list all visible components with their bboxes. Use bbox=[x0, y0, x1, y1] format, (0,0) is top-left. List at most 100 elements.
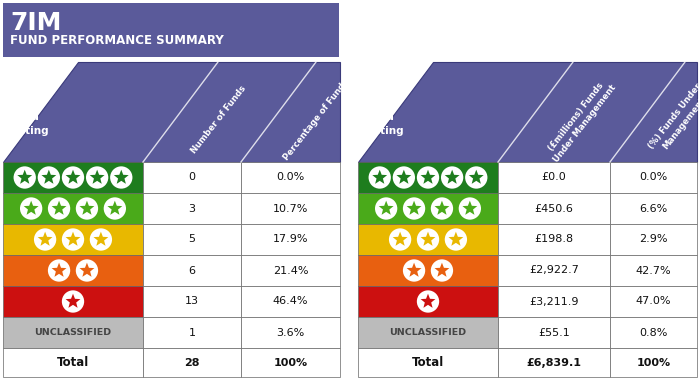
Bar bbox=[358, 286, 498, 317]
Polygon shape bbox=[396, 170, 412, 184]
Bar bbox=[143, 255, 241, 286]
Circle shape bbox=[416, 228, 439, 251]
Text: 28: 28 bbox=[184, 358, 199, 367]
Polygon shape bbox=[421, 170, 435, 184]
Text: 47.0%: 47.0% bbox=[636, 296, 671, 306]
Text: 100%: 100% bbox=[274, 358, 307, 367]
Text: 100%: 100% bbox=[636, 358, 671, 367]
Text: 2.9%: 2.9% bbox=[639, 235, 668, 244]
Polygon shape bbox=[449, 232, 463, 246]
Circle shape bbox=[403, 259, 425, 282]
Bar bbox=[358, 255, 498, 286]
Polygon shape bbox=[393, 232, 407, 246]
Bar bbox=[610, 286, 697, 317]
Text: £450.6: £450.6 bbox=[535, 204, 573, 214]
Bar bbox=[241, 348, 340, 377]
Circle shape bbox=[458, 197, 481, 220]
Text: Fund
Rating: Fund Rating bbox=[365, 112, 404, 136]
Circle shape bbox=[369, 166, 391, 189]
Circle shape bbox=[110, 166, 132, 189]
Bar bbox=[3, 224, 143, 255]
Polygon shape bbox=[90, 170, 104, 184]
Text: £198.8: £198.8 bbox=[534, 235, 573, 244]
Circle shape bbox=[13, 166, 36, 189]
Bar bbox=[143, 317, 241, 348]
Text: 0.0%: 0.0% bbox=[276, 173, 304, 183]
Bar bbox=[610, 348, 697, 377]
Polygon shape bbox=[3, 62, 340, 162]
Text: 0: 0 bbox=[188, 173, 195, 183]
Circle shape bbox=[62, 166, 84, 189]
Circle shape bbox=[416, 166, 439, 189]
Text: 0.0%: 0.0% bbox=[639, 173, 668, 183]
Bar bbox=[358, 193, 498, 224]
Text: 1: 1 bbox=[188, 327, 195, 338]
Circle shape bbox=[90, 228, 112, 251]
Text: 3.6%: 3.6% bbox=[276, 327, 304, 338]
Text: 5: 5 bbox=[188, 235, 195, 244]
Bar bbox=[358, 348, 498, 377]
Bar bbox=[358, 317, 498, 348]
Bar bbox=[610, 255, 697, 286]
Circle shape bbox=[62, 228, 84, 251]
Polygon shape bbox=[421, 232, 435, 246]
Bar bbox=[241, 224, 340, 255]
Polygon shape bbox=[66, 170, 80, 184]
Polygon shape bbox=[469, 170, 484, 184]
Bar bbox=[241, 193, 340, 224]
Polygon shape bbox=[80, 201, 94, 215]
Polygon shape bbox=[407, 263, 421, 277]
Text: 6: 6 bbox=[188, 265, 195, 275]
Polygon shape bbox=[80, 263, 94, 277]
Bar bbox=[143, 193, 241, 224]
Circle shape bbox=[38, 166, 60, 189]
Polygon shape bbox=[358, 62, 697, 162]
Text: UNCLASSIFIED: UNCLASSIFIED bbox=[389, 328, 467, 337]
Circle shape bbox=[416, 290, 439, 312]
Bar bbox=[3, 348, 143, 377]
Bar bbox=[3, 3, 339, 57]
Text: 0.8%: 0.8% bbox=[639, 327, 668, 338]
Polygon shape bbox=[66, 232, 80, 246]
Bar bbox=[241, 317, 340, 348]
Bar bbox=[3, 193, 143, 224]
Bar bbox=[610, 162, 697, 193]
Text: (%) Funds Under
Management: (%) Funds Under Management bbox=[647, 82, 700, 158]
Circle shape bbox=[62, 290, 84, 312]
Bar bbox=[358, 224, 498, 255]
Polygon shape bbox=[379, 201, 393, 215]
Bar bbox=[498, 162, 610, 193]
Bar bbox=[3, 162, 143, 193]
Circle shape bbox=[393, 166, 415, 189]
Polygon shape bbox=[18, 170, 32, 184]
Text: 3: 3 bbox=[188, 204, 195, 214]
Bar bbox=[610, 317, 697, 348]
Polygon shape bbox=[38, 232, 52, 246]
Text: (£millions) Funds
Under Management: (£millions) Funds Under Management bbox=[543, 76, 617, 164]
Text: £2,922.7: £2,922.7 bbox=[529, 265, 579, 275]
Circle shape bbox=[76, 259, 98, 282]
Text: FUND PERFORMANCE SUMMARY: FUND PERFORMANCE SUMMARY bbox=[10, 34, 224, 47]
Circle shape bbox=[375, 197, 398, 220]
Bar bbox=[498, 255, 610, 286]
Text: 6.6%: 6.6% bbox=[639, 204, 668, 214]
Polygon shape bbox=[435, 263, 449, 277]
Bar bbox=[498, 193, 610, 224]
Polygon shape bbox=[66, 294, 80, 308]
Text: 7IM: 7IM bbox=[10, 11, 62, 35]
Text: £6,839.1: £6,839.1 bbox=[526, 358, 582, 367]
Text: 21.4%: 21.4% bbox=[273, 265, 308, 275]
Text: £0.0: £0.0 bbox=[542, 173, 566, 183]
Circle shape bbox=[441, 166, 463, 189]
Bar bbox=[241, 255, 340, 286]
Circle shape bbox=[430, 259, 453, 282]
Polygon shape bbox=[114, 170, 129, 184]
Circle shape bbox=[86, 166, 108, 189]
Bar bbox=[241, 162, 340, 193]
Bar bbox=[3, 286, 143, 317]
Circle shape bbox=[34, 228, 56, 251]
Polygon shape bbox=[463, 201, 477, 215]
Text: £55.1: £55.1 bbox=[538, 327, 570, 338]
Circle shape bbox=[444, 228, 467, 251]
Text: 10.7%: 10.7% bbox=[273, 204, 308, 214]
